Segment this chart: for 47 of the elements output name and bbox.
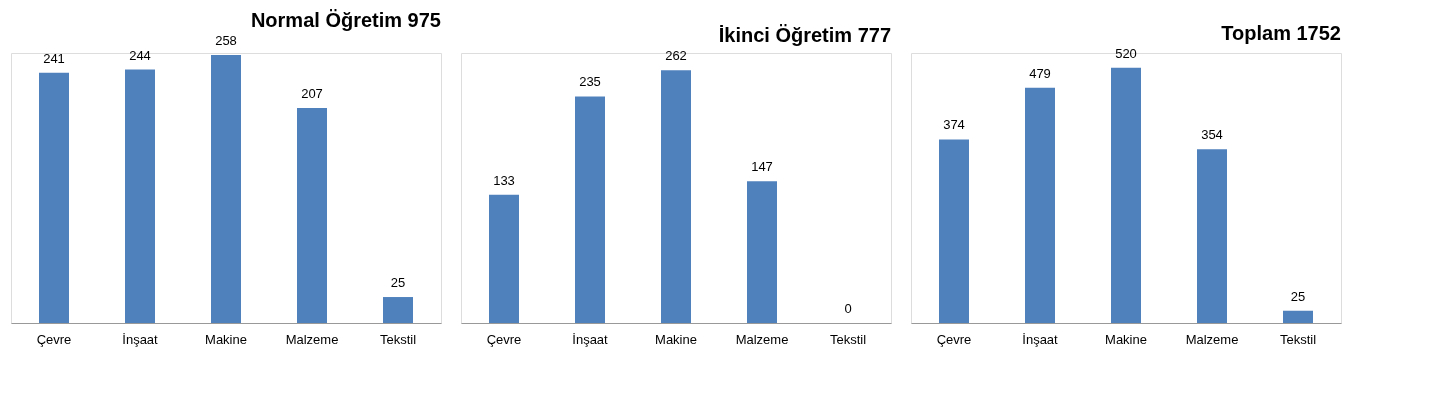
- data-label: 235: [579, 74, 601, 90]
- x-tick-label: Makine: [655, 331, 697, 347]
- data-label: 25: [1290, 288, 1306, 304]
- data-label: 147: [751, 159, 773, 175]
- data-label: 133: [493, 172, 515, 188]
- bar: [661, 70, 691, 323]
- data-label: 241: [43, 50, 65, 66]
- chart-title: İkinci Öğretim 777: [718, 24, 891, 47]
- bar: [1283, 310, 1313, 323]
- data-label: 0: [844, 301, 852, 316]
- bar: [939, 139, 969, 323]
- data-label: 262: [665, 48, 687, 64]
- chart-title: Toplam 1752: [1221, 21, 1341, 44]
- bar: [297, 108, 327, 323]
- bar: [489, 194, 519, 323]
- bar: [383, 297, 413, 323]
- x-tick-label: Çevre: [936, 331, 972, 347]
- x-tick-label: Çevre: [486, 331, 522, 347]
- x-tick-label: Malzeme: [735, 331, 789, 347]
- data-label: 25: [390, 275, 406, 291]
- x-tick-label: Malzeme: [1185, 331, 1239, 347]
- x-tick-label: Malzeme: [285, 331, 339, 347]
- data-label: 374: [943, 117, 965, 133]
- data-label: 479: [1029, 65, 1051, 81]
- x-tick-label: İnşaat: [572, 331, 609, 347]
- x-tick-label: Tekstil: [1279, 331, 1317, 347]
- data-label: 258: [215, 33, 237, 49]
- x-tick-label: Makine: [205, 331, 247, 347]
- chart-title: Normal Öğretim 975: [250, 9, 441, 32]
- bar: [1111, 67, 1141, 323]
- bar: [747, 181, 777, 323]
- bar: [211, 55, 241, 323]
- bar: [125, 69, 155, 323]
- x-tick-label: Makine: [1105, 331, 1147, 347]
- data-label: 520: [1115, 45, 1137, 61]
- bar: [1025, 87, 1055, 323]
- x-tick-label: Çevre: [36, 331, 72, 347]
- bar: [1197, 149, 1227, 323]
- x-tick-label: İnşaat: [122, 331, 159, 347]
- data-label: 244: [129, 47, 151, 63]
- x-tick-label: Tekstil: [379, 331, 417, 347]
- data-label: 207: [301, 86, 323, 102]
- x-tick-label: İnşaat: [1022, 331, 1059, 347]
- x-tick-label: Tekstil: [829, 331, 867, 347]
- bar: [575, 96, 605, 323]
- bar: [39, 72, 69, 323]
- data-label: 354: [1201, 127, 1223, 143]
